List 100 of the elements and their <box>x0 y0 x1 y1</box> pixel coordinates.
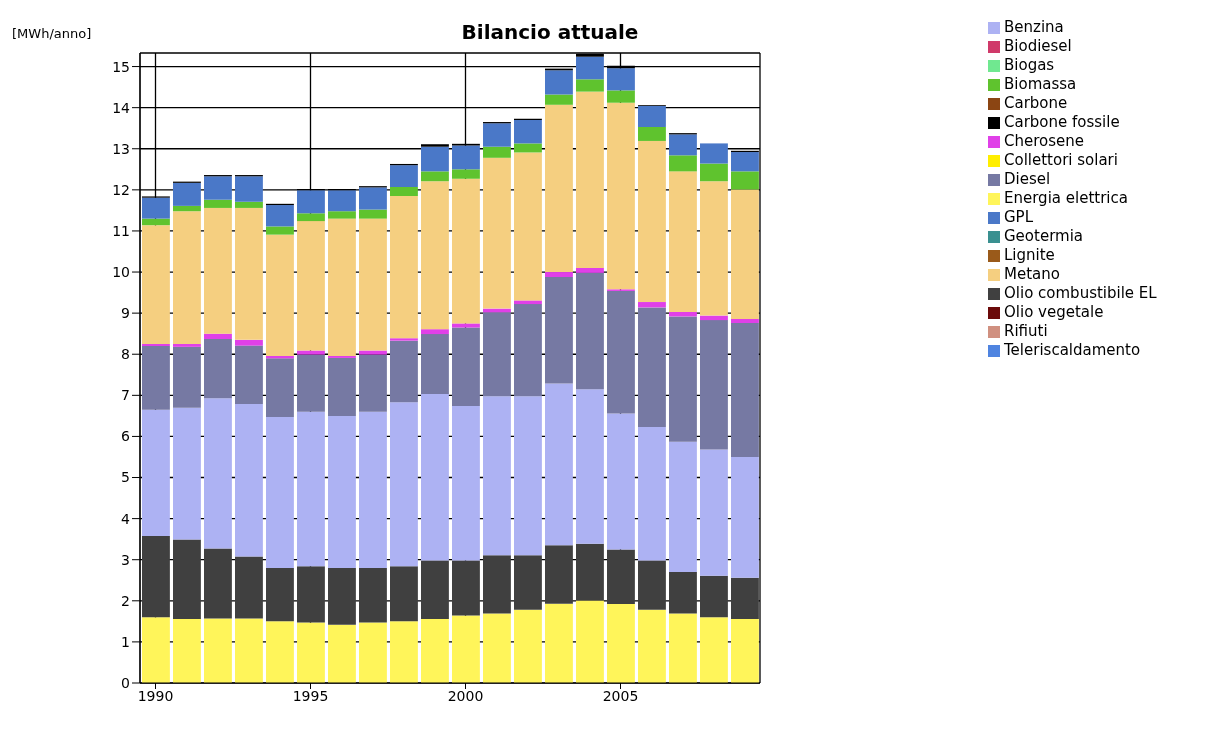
bar <box>638 106 666 127</box>
bar <box>669 572 697 614</box>
bar <box>700 320 728 450</box>
bar <box>731 323 759 457</box>
legend-label: Geotermia <box>1004 227 1084 245</box>
y-tick-label: 1 <box>121 633 130 650</box>
bar <box>204 176 232 200</box>
bar <box>266 226 294 235</box>
bar <box>328 190 356 212</box>
bar <box>359 567 387 623</box>
bar <box>700 181 728 316</box>
bar <box>669 441 697 573</box>
bar <box>142 218 170 226</box>
bar <box>142 409 170 536</box>
bar <box>204 207 232 334</box>
x-tick-label: 1990 <box>137 687 174 704</box>
legend-label: Carbone <box>1004 94 1068 112</box>
x-tick-label: 1995 <box>292 687 329 704</box>
bar <box>576 91 604 268</box>
bar <box>545 603 573 683</box>
bar <box>545 545 573 604</box>
bar <box>359 350 387 355</box>
bar <box>731 577 759 619</box>
bar <box>328 415 356 568</box>
bar <box>328 211 356 219</box>
bar <box>421 618 449 683</box>
bar <box>607 68 635 91</box>
bar <box>297 411 325 567</box>
y-tick-label: 7 <box>121 387 130 404</box>
bar <box>421 181 449 330</box>
y-tick-label: 14 <box>112 99 131 116</box>
bar <box>204 333 232 340</box>
y-tick-label: 4 <box>121 510 131 527</box>
bar <box>483 157 511 309</box>
bar <box>576 272 604 390</box>
bar <box>204 548 232 619</box>
bar <box>607 604 635 683</box>
bar <box>700 449 728 576</box>
bar <box>576 79 604 92</box>
x-tick-label: 2005 <box>602 687 639 704</box>
bar <box>607 413 635 550</box>
bar <box>731 171 759 190</box>
bar <box>452 406 480 561</box>
bar <box>421 394 449 561</box>
bar <box>421 334 449 395</box>
bar <box>173 182 201 206</box>
legend-label: Metano <box>1004 265 1060 283</box>
bar <box>390 338 418 341</box>
y-tick-label: 9 <box>121 305 130 322</box>
bar <box>731 618 759 683</box>
bar <box>173 618 201 683</box>
bar <box>576 267 604 273</box>
bar <box>235 403 263 557</box>
legend-label: Cherosene <box>1004 132 1085 150</box>
bar <box>452 327 480 407</box>
bar <box>297 221 325 351</box>
bar <box>297 350 325 355</box>
bar <box>142 346 170 410</box>
bar <box>545 276 573 384</box>
bar <box>514 152 542 301</box>
bar <box>235 618 263 683</box>
bar <box>514 609 542 683</box>
bar <box>638 302 666 308</box>
bar <box>638 426 666 561</box>
bar <box>700 617 728 683</box>
bar <box>514 396 542 556</box>
bar <box>390 621 418 683</box>
bar <box>297 213 325 222</box>
bar <box>173 343 201 347</box>
x-tick-label: 2000 <box>447 687 484 704</box>
bar <box>700 575 728 618</box>
bar <box>235 176 263 202</box>
bar <box>204 339 232 399</box>
bar <box>731 152 759 172</box>
bar <box>607 549 635 605</box>
bar <box>173 205 201 212</box>
bar <box>266 205 294 227</box>
bar <box>173 539 201 619</box>
bar <box>359 218 387 351</box>
bar <box>700 143 728 164</box>
bar <box>545 383 573 546</box>
bar <box>483 123 511 147</box>
bar <box>359 622 387 683</box>
bar <box>297 622 325 683</box>
bar <box>266 358 294 418</box>
bar <box>514 300 542 305</box>
bar <box>731 189 759 319</box>
y-tick-label: 3 <box>121 551 130 568</box>
bar <box>576 543 604 601</box>
bar <box>669 613 697 683</box>
y-tick-label: 13 <box>112 140 130 157</box>
bar <box>607 290 635 414</box>
bar <box>266 567 294 622</box>
legend-label: Biodiesel <box>1004 37 1072 55</box>
y-tick-label: 12 <box>112 181 130 198</box>
bar <box>669 134 697 156</box>
y-axis-title: [MWh/anno] <box>12 26 92 41</box>
legend-label: Biomassa <box>1004 75 1077 93</box>
bar <box>731 456 759 578</box>
bar <box>452 178 480 324</box>
